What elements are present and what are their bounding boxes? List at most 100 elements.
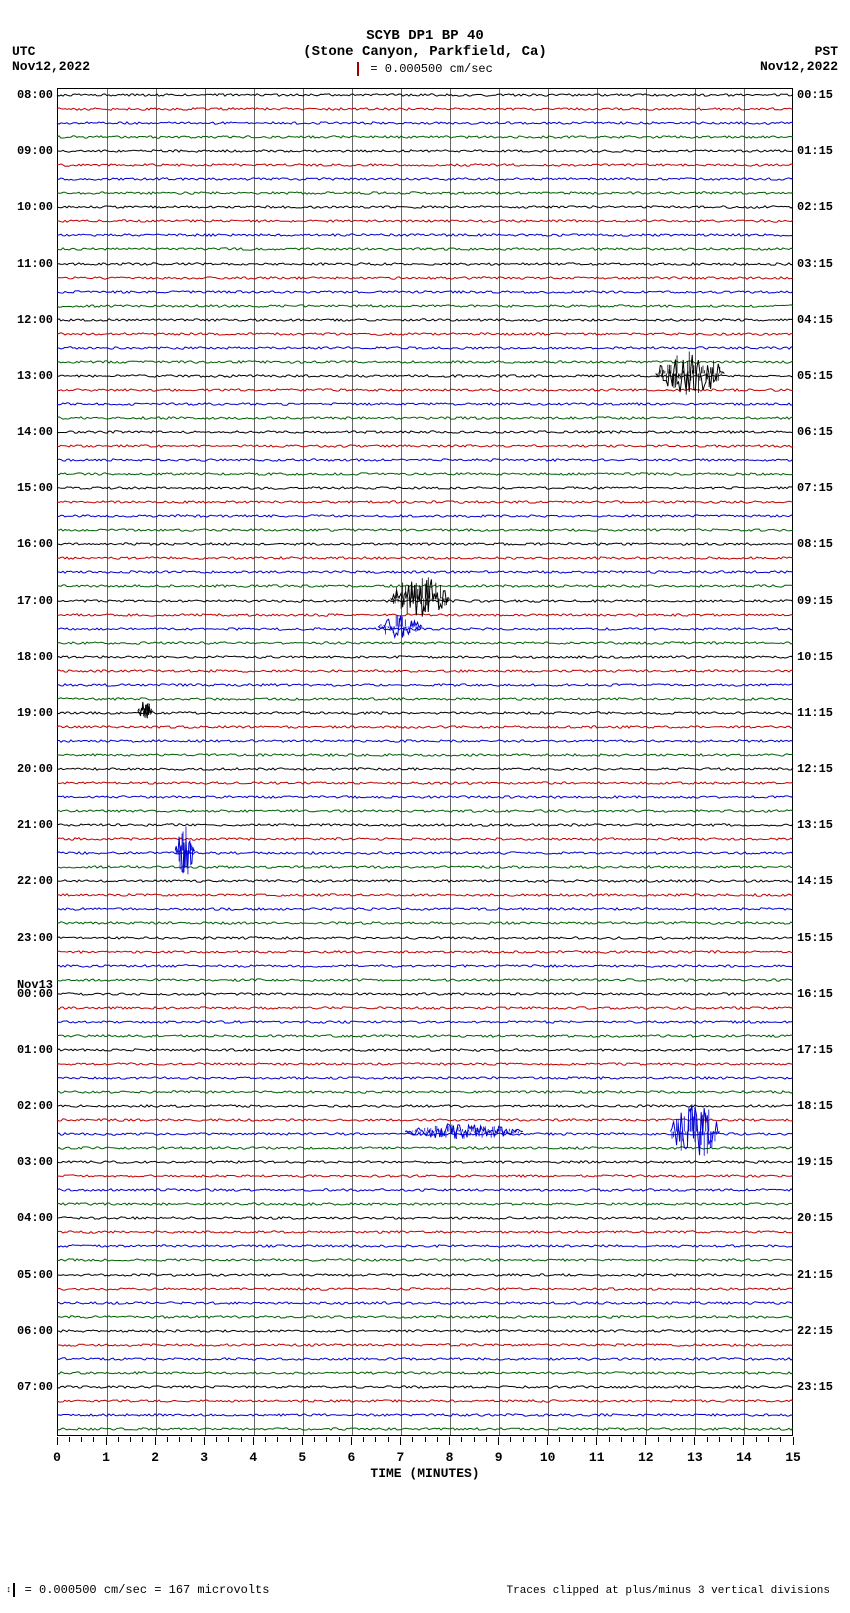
x-minor-tick <box>277 1437 278 1442</box>
utc-hour-label: 11:00 <box>17 257 53 271</box>
local-hour-label: 04:15 <box>797 313 833 327</box>
x-tick-label: 0 <box>53 1450 61 1465</box>
x-minor-tick <box>510 1437 511 1442</box>
local-hour-label: 15:15 <box>797 931 833 945</box>
trace-row <box>57 488 793 489</box>
utc-hour-label: 21:00 <box>17 818 53 832</box>
trace-row <box>57 811 793 812</box>
trace-row <box>57 320 793 321</box>
x-minor-tick <box>425 1437 426 1442</box>
local-hour-label: 14:15 <box>797 874 833 888</box>
trace-row <box>57 474 793 475</box>
x-minor-tick <box>241 1437 242 1442</box>
trace-row <box>57 1162 793 1163</box>
local-hour-label: 21:15 <box>797 1268 833 1282</box>
trace-row <box>57 895 793 896</box>
trace-row <box>57 643 793 644</box>
local-hour-label: 17:15 <box>797 1043 833 1057</box>
trace-row <box>57 362 793 363</box>
x-minor-tick <box>707 1437 708 1442</box>
footer-scale: ↕ = 0.000500 cm/sec = 167 microvolts <box>6 1583 269 1597</box>
x-minor-tick <box>339 1437 340 1442</box>
local-hour-label: 00:15 <box>797 88 833 102</box>
x-minor-tick <box>167 1437 168 1442</box>
x-minor-tick <box>326 1437 327 1442</box>
trace-row <box>57 306 793 307</box>
trace-row <box>57 1106 793 1107</box>
trace-row <box>57 1022 793 1023</box>
trace-row <box>57 1303 793 1304</box>
local-hour-label: 20:15 <box>797 1211 833 1225</box>
scale-bar-icon <box>357 62 359 76</box>
utc-hour-label: 04:00 <box>17 1211 53 1225</box>
x-minor-tick <box>142 1437 143 1442</box>
x-minor-tick <box>572 1437 573 1442</box>
trace-row <box>57 123 793 124</box>
local-hour-label: 10:15 <box>797 650 833 664</box>
x-tick-mark <box>793 1437 794 1445</box>
trace-row <box>57 825 793 826</box>
x-minor-tick <box>756 1437 757 1442</box>
x-tick-label: 10 <box>540 1450 556 1465</box>
x-minor-tick <box>130 1437 131 1442</box>
utc-hour-label: 16:00 <box>17 537 53 551</box>
x-minor-tick <box>179 1437 180 1442</box>
utc-hour-label: 03:00 <box>17 1155 53 1169</box>
x-tick-label: 14 <box>736 1450 752 1465</box>
trace-row <box>57 909 793 910</box>
local-hour-label: 03:15 <box>797 257 833 271</box>
trace-row <box>57 980 793 981</box>
x-minor-tick <box>768 1437 769 1442</box>
trace-row <box>57 235 793 236</box>
utc-hour-label: 09:00 <box>17 144 53 158</box>
utc-hour-label: 00:00 <box>17 987 53 1001</box>
trace-row <box>57 502 793 503</box>
timezone-right: PST Nov12,2022 <box>760 44 838 74</box>
tz-right-label: PST <box>760 44 838 59</box>
x-minor-tick <box>609 1437 610 1442</box>
trace-row <box>57 1078 793 1079</box>
x-minor-tick <box>412 1437 413 1442</box>
utc-hour-label: 17:00 <box>17 594 53 608</box>
trace-row <box>57 193 793 194</box>
x-minor-tick <box>535 1437 536 1442</box>
x-minor-tick <box>375 1437 376 1442</box>
x-tick-label: 1 <box>102 1450 110 1465</box>
trace-row <box>57 558 793 559</box>
utc-hour-label: 15:00 <box>17 481 53 495</box>
trace-row <box>57 376 793 377</box>
trace-row <box>57 1190 793 1191</box>
local-hour-label: 09:15 <box>797 594 833 608</box>
local-hour-label: 23:15 <box>797 1380 833 1394</box>
x-minor-tick <box>633 1437 634 1442</box>
utc-hour-label: 05:00 <box>17 1268 53 1282</box>
trace-row <box>57 1345 793 1346</box>
trace-row <box>57 278 793 279</box>
x-tick-mark <box>694 1437 695 1445</box>
utc-hour-label: 20:00 <box>17 762 53 776</box>
trace-row <box>57 1275 793 1276</box>
trace-row <box>57 1008 793 1009</box>
x-minor-tick <box>191 1437 192 1442</box>
x-tick-mark <box>57 1437 58 1445</box>
x-minor-tick <box>474 1437 475 1442</box>
x-axis-label: TIME (MINUTES) <box>57 1466 793 1481</box>
trace-row <box>57 1260 793 1261</box>
x-tick-mark <box>498 1437 499 1445</box>
x-minor-tick <box>559 1437 560 1442</box>
x-minor-tick <box>658 1437 659 1442</box>
local-hour-label: 22:15 <box>797 1324 833 1338</box>
x-tick-mark <box>547 1437 548 1445</box>
trace-row <box>57 1218 793 1219</box>
trace-row <box>57 1373 793 1374</box>
x-minor-tick <box>81 1437 82 1442</box>
trace-row <box>57 966 793 967</box>
trace-row <box>57 137 793 138</box>
trace-row <box>57 853 793 854</box>
trace-row <box>57 1050 793 1051</box>
x-minor-tick <box>584 1437 585 1442</box>
trace-row <box>57 1232 793 1233</box>
utc-hour-label: 02:00 <box>17 1099 53 1113</box>
x-tick-mark <box>155 1437 156 1445</box>
x-tick-label: 5 <box>298 1450 306 1465</box>
